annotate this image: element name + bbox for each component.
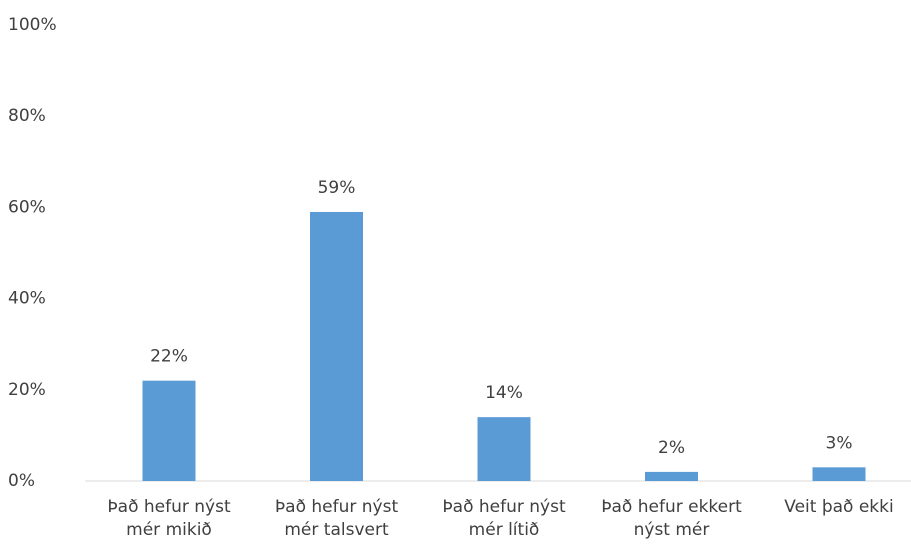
- x-tick-label: Veit það ekki: [784, 497, 894, 517]
- x-tick-label: Það hefur ekkert nýst mér: [601, 497, 742, 540]
- y-tick-label: 40%: [8, 289, 46, 309]
- bar: [812, 467, 866, 481]
- y-tick-label: 0%: [8, 471, 35, 491]
- y-tick-label: 60%: [8, 197, 46, 217]
- data-label: 22%: [150, 347, 188, 367]
- y-tick-label: 20%: [8, 380, 46, 400]
- bar: [477, 417, 531, 481]
- bar: [142, 380, 196, 481]
- data-label: 14%: [485, 383, 523, 403]
- bar: [310, 211, 363, 481]
- data-label: 59%: [318, 178, 356, 198]
- x-tick-label: Það hefur nýst mér talsvert: [274, 497, 399, 540]
- data-label: 2%: [658, 438, 685, 458]
- x-tick-label: Það hefur nýst mér mikið: [107, 497, 231, 540]
- x-tick-label: Það hefur nýst mér lítið: [442, 497, 566, 540]
- bar: [645, 471, 698, 481]
- y-tick-label: 100%: [8, 15, 57, 35]
- data-label: 3%: [826, 433, 853, 453]
- y-tick-label: 80%: [8, 106, 46, 126]
